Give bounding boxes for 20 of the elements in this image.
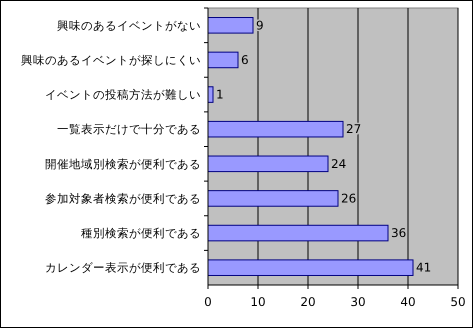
y-tick-label: 一覧表示だけで十分である [57, 122, 201, 136]
y-tick-label: カレンダー表示が便利である [45, 260, 201, 275]
y-tick-label: 開催地域別検索が便利である [45, 156, 201, 171]
x-tick-label: 50 [450, 295, 466, 309]
y-tick-label: 興味のあるイベントが探しにくい [21, 52, 201, 67]
x-tick-label: 0 [204, 295, 212, 309]
data-label: 6 [241, 52, 249, 67]
y-tick-label: イベントの投稿方法が難しい [45, 88, 201, 102]
y-tick-label: 種別検索が便利である [81, 226, 201, 240]
data-label: 24 [331, 156, 346, 171]
x-tick-label: 20 [300, 295, 316, 309]
x-tick-label: 30 [350, 295, 366, 309]
x-tick-label: 10 [250, 295, 266, 309]
data-label: 1 [216, 88, 224, 102]
y-tick-label: 参加対象者検索が便利である [45, 191, 201, 206]
data-label: 41 [416, 260, 432, 275]
y-tick-label: 興味のあるイベントがない [57, 18, 201, 32]
x-tick-label: 40 [400, 295, 416, 309]
data-label: 36 [391, 226, 406, 240]
data-label: 26 [341, 191, 356, 206]
